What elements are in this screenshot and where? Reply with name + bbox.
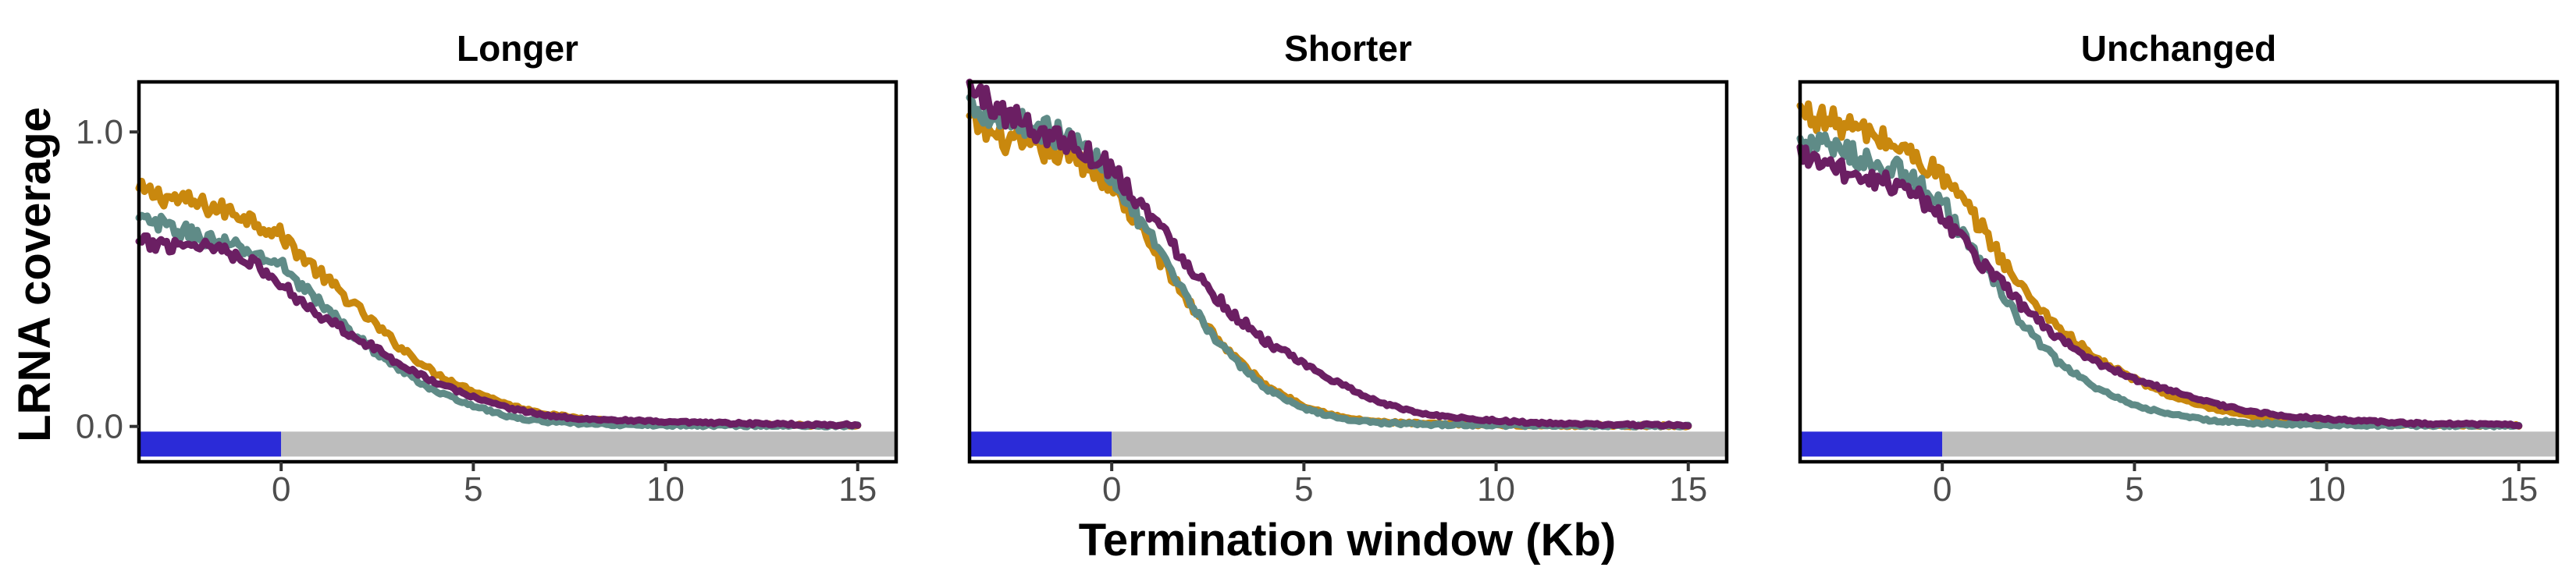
x-tick-label: 15 xyxy=(1669,470,1707,509)
x-tick-label: 0 xyxy=(272,470,290,509)
x-tick-label: 5 xyxy=(464,470,482,509)
x-tick-label: 10 xyxy=(1477,470,1515,509)
x-tick-label: 0 xyxy=(1102,470,1121,509)
facet-title: Unchanged xyxy=(2081,28,2276,69)
series-line-1 xyxy=(135,211,862,431)
series-line-0 xyxy=(1796,100,2523,431)
x-tick-label: 10 xyxy=(2307,470,2346,509)
x-tick-label: 10 xyxy=(646,470,685,509)
x-tick-label: 5 xyxy=(2125,470,2144,509)
x-tick-label: 0 xyxy=(1933,470,1952,509)
x-tick-label: 15 xyxy=(838,470,877,509)
facet-title: Shorter xyxy=(1284,28,1412,69)
y-tick-label: 1.0 xyxy=(76,113,123,151)
series-line-0 xyxy=(135,177,862,431)
region-bar-downstream xyxy=(1112,431,1727,457)
panel-frame xyxy=(967,80,1729,464)
x-axis-title: Termination window (Kb) xyxy=(1079,515,1616,566)
panel-frame xyxy=(137,80,898,464)
facet-panel-0: Longer 0 5 10 15 0.0 1.0 xyxy=(76,28,898,509)
series-line-1 xyxy=(1796,131,2523,431)
facet-panel-2: Unchanged 0 5 10 15 xyxy=(1796,28,2560,509)
y-axis-title: LRNA coverage xyxy=(9,107,60,442)
x-tick-label: 5 xyxy=(1294,470,1313,509)
facet-panel-1: Shorter 0 5 10 15 xyxy=(966,28,1729,509)
series-line-2 xyxy=(966,78,1692,430)
y-tick-label: 0.0 xyxy=(76,408,123,446)
series-line-2 xyxy=(135,232,862,430)
region-bar-upstream xyxy=(139,431,282,457)
x-tick-label: 15 xyxy=(2500,470,2538,509)
region-bar-upstream xyxy=(970,431,1112,457)
series-line-2 xyxy=(1796,144,2523,430)
region-bar-downstream xyxy=(281,431,896,457)
region-bar-upstream xyxy=(1800,431,1943,457)
panel-frame xyxy=(1798,80,2560,464)
facet-title: Longer xyxy=(457,28,578,69)
region-bar-downstream xyxy=(1942,431,2557,457)
